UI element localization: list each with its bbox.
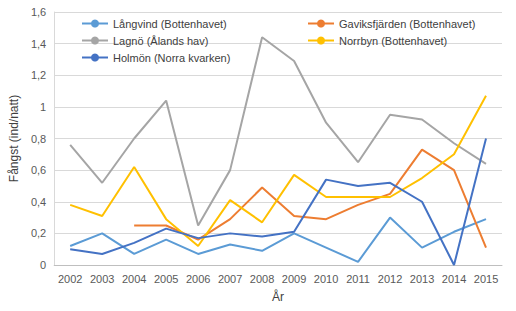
svg-text:År: År xyxy=(272,289,284,304)
svg-text:2005: 2005 xyxy=(154,273,178,285)
svg-text:2015: 2015 xyxy=(474,273,498,285)
svg-text:2012: 2012 xyxy=(378,273,402,285)
svg-text:2013: 2013 xyxy=(410,273,434,285)
svg-text:Lagnö (Ålands hav): Lagnö (Ålands hav) xyxy=(113,35,208,47)
svg-text:1,4: 1,4 xyxy=(31,38,46,50)
svg-text:0: 0 xyxy=(40,259,46,271)
svg-text:Holmön (Norra kvarken): Holmön (Norra kvarken) xyxy=(113,52,230,64)
svg-text:Långvind (Bottenhavet): Långvind (Bottenhavet) xyxy=(113,18,227,30)
svg-text:2002: 2002 xyxy=(58,273,82,285)
svg-text:2009: 2009 xyxy=(282,273,306,285)
svg-text:1,2: 1,2 xyxy=(31,69,46,81)
svg-text:Gaviksfjärden (Bottenhavet): Gaviksfjärden (Bottenhavet) xyxy=(339,18,475,30)
svg-text:Fångst (ind/natt): Fångst (ind/natt) xyxy=(7,95,21,182)
svg-text:2007: 2007 xyxy=(218,273,242,285)
svg-text:1,6: 1,6 xyxy=(31,6,46,18)
svg-text:Norrbyn (Bottenhavet): Norrbyn (Bottenhavet) xyxy=(339,35,447,47)
svg-text:2003: 2003 xyxy=(90,273,114,285)
svg-text:2006: 2006 xyxy=(186,273,210,285)
svg-text:2011: 2011 xyxy=(346,273,370,285)
svg-text:0,2: 0,2 xyxy=(31,227,46,239)
svg-text:2004: 2004 xyxy=(122,273,146,285)
svg-text:2014: 2014 xyxy=(442,273,466,285)
svg-text:0,8: 0,8 xyxy=(31,133,46,145)
svg-text:2008: 2008 xyxy=(250,273,274,285)
svg-text:1: 1 xyxy=(40,101,46,113)
svg-text:0,6: 0,6 xyxy=(31,164,46,176)
svg-text:0,4: 0,4 xyxy=(31,196,46,208)
svg-text:2010: 2010 xyxy=(314,273,338,285)
